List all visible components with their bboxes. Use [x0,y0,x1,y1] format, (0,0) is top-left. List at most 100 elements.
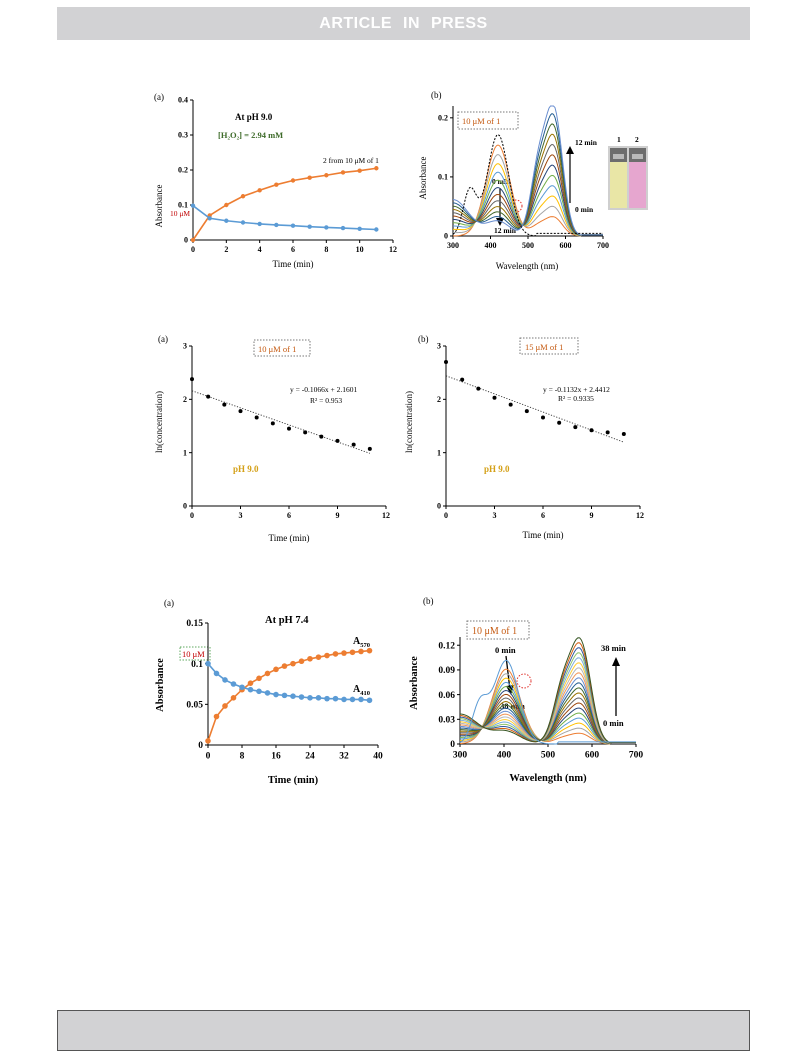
data-point [257,188,262,193]
data-point [324,695,330,702]
data-point [264,670,271,677]
trend-r2: R² = 0.9335 [558,394,594,403]
panel-label: (b) [418,334,429,344]
y-tick-label: 3 [437,342,441,351]
panel-label: (b) [423,596,434,606]
x-tick-label: 3 [493,511,497,520]
y-tick-label: 2 [183,395,187,404]
data-point [524,409,529,414]
vial-photo [608,146,648,210]
trend-line [445,375,624,443]
data-point [247,680,254,686]
trend-equation: y = -0.1066x + 2.1601 [290,385,357,394]
data-point [366,647,373,654]
data-point [444,360,448,364]
data-point [281,663,288,669]
data-point [357,226,362,231]
y-tick-label: 0.09 [438,666,455,676]
y-tick-label: 1 [183,448,187,457]
data-point [240,194,246,199]
data-point [340,225,346,231]
data-point [324,225,329,230]
article-in-press-banner: ARTICLE IN PRESS [57,7,750,40]
x-tick-label: 32 [339,752,349,762]
data-point [541,415,545,420]
data-point [340,170,346,175]
y-tick-label: 0 [450,740,455,750]
x-tick-label: 700 [629,751,644,761]
chart-row2-a: (a) 10 μM of 1 y = -0.1066x + 2.1601 R² … [154,334,390,543]
plot-area: 0 2 4 6 8 10 12 0 0.1 0.2 0.3 0.4 [178,96,397,254]
spectrum-line [459,637,636,743]
chart-annotation-title: At pH 9.0 [235,112,273,122]
data-point [460,377,465,382]
x-tick-label: 600 [560,241,572,250]
data-point [319,434,324,439]
data-point [247,686,254,693]
data-point [557,420,562,425]
data-point [358,696,364,703]
x-tick-label: 500 [541,751,556,761]
data-point [298,658,305,665]
y-tick-label: 0.05 [186,701,203,711]
panel-label: (a) [154,92,164,102]
spectrum-line [452,154,603,236]
data-point [307,224,312,229]
data-point [224,218,229,223]
data-point [222,402,227,407]
a570-sub: 570 [360,642,370,649]
data-point [287,426,291,431]
data-point [332,651,339,657]
annotation-a570: A570 [353,636,370,649]
x-tick-label: 6 [287,511,291,520]
x-tick-label: 300 [453,751,468,761]
data-point [341,650,347,656]
panel-label: (a) [158,334,168,344]
x-tick-label: 2 [224,245,228,254]
x-tick-label: 0 [444,511,448,520]
data-point [358,648,364,655]
chart-annotation-series-2: 2 from 10 μM of 1 [323,156,379,165]
data-point [605,430,610,435]
data-point [270,421,275,426]
data-point [224,202,229,208]
annotation-box [253,339,311,357]
x-axis-label: Wavelength (nm) [509,773,587,784]
data-point [298,694,305,700]
y-tick-label: 0.2 [438,113,448,122]
data-point [315,695,322,701]
x-tick-label: 400 [497,751,512,761]
data-point [307,695,313,701]
annotation-38min-right: 38 min [601,643,626,653]
data-point [274,182,279,187]
x-tick-label: 12 [382,511,390,520]
plot-area: 300 400 500 600 700 0 0.1 0.2 [438,105,609,250]
data-point [256,675,262,682]
data-point [332,695,339,702]
data-point [190,203,196,208]
series-line [192,205,377,231]
data-point [240,220,246,225]
x-tick-label: 0 [206,752,211,762]
y-axis-label: ln(concentration) [404,391,414,453]
x-tick-label: 10 [356,245,364,254]
data-point [290,223,296,228]
annotation-ph: pH 9.0 [233,464,259,474]
annotation-0min-right: 0 min [575,205,594,214]
a570-main: A [353,636,361,647]
annotation-box [519,337,579,355]
data-point [230,695,237,701]
data-point [254,415,259,420]
y-tick-label: 0.12 [438,641,455,651]
x-axis-label: Time (min) [273,259,314,269]
x-tick-label: 12 [636,511,644,520]
x-tick-label: 9 [590,511,594,520]
spectrum-line [452,164,603,236]
data-point [290,693,296,699]
data-point [374,166,379,171]
y-tick-label: 0 [184,236,188,245]
y-tick-label: 0 [444,232,448,241]
chart-annotation-box: 10 μM of 1 [258,344,296,354]
y-tick-label: 0.4 [178,96,188,105]
data-point [374,227,379,232]
